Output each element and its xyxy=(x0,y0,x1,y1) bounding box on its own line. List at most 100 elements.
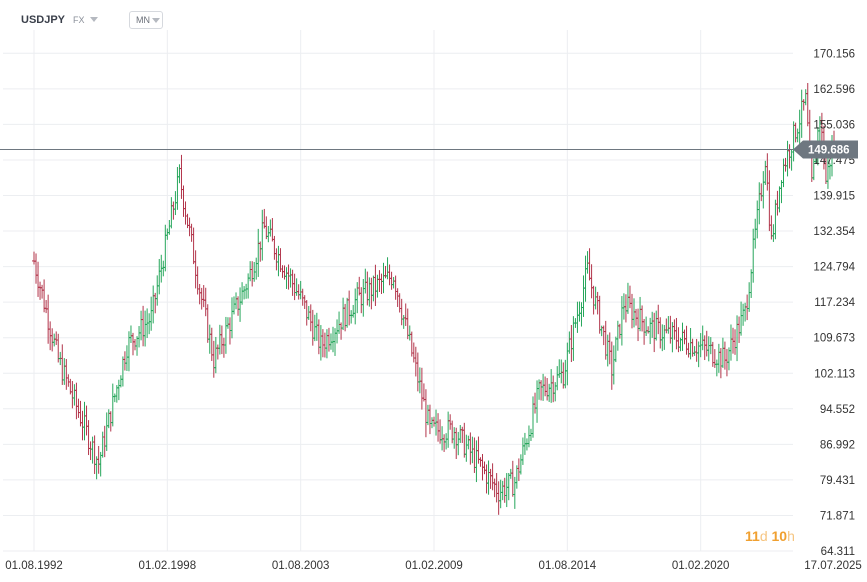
current-price-badge: 149.686 xyxy=(793,140,858,159)
ohlc-bar xyxy=(664,318,669,334)
ohlc-bar xyxy=(456,431,461,456)
ohlc-bar xyxy=(563,359,568,389)
ohlc-bar xyxy=(108,411,113,432)
ohlc-bar xyxy=(575,301,580,333)
ohlc-bar xyxy=(393,275,398,300)
ohlc-bar xyxy=(326,327,331,352)
ohlc-bar xyxy=(70,381,75,409)
ohlc-bar xyxy=(258,241,263,262)
ohlc-bar xyxy=(124,345,129,371)
ohlc-bar xyxy=(627,285,632,309)
ohlc-bar xyxy=(153,292,158,314)
ohlc-bar xyxy=(337,311,342,334)
ohlc-bar xyxy=(92,435,97,474)
ohlc-bar xyxy=(502,477,507,503)
ohlc-bar xyxy=(528,428,533,441)
ohlc-bar xyxy=(256,228,261,277)
ohlc-bar xyxy=(34,253,39,284)
ohlc-bar xyxy=(654,310,659,341)
ohlc-bar xyxy=(276,245,281,277)
ohlc-bar xyxy=(290,269,295,296)
ohlc-bar xyxy=(167,219,172,235)
ohlc-bar xyxy=(617,323,622,339)
ohlc-bar xyxy=(720,337,725,368)
ohlc-bar xyxy=(286,264,291,290)
ohlc-bar xyxy=(242,286,247,300)
ohlc-bar xyxy=(324,329,329,359)
ohlc-bar xyxy=(72,384,77,406)
ohlc-bar xyxy=(232,296,237,315)
ohlc-bar xyxy=(757,182,762,225)
ohlc-bar xyxy=(702,335,707,361)
ohlc-bar xyxy=(755,200,760,239)
ohlc-bar xyxy=(122,351,127,371)
chevron-down-icon[interactable] xyxy=(90,17,98,22)
ohlc-bar xyxy=(347,290,352,326)
ohlc-bar xyxy=(50,328,55,352)
ohlc-bar xyxy=(421,383,426,402)
y-tick-label: 155.036 xyxy=(813,119,855,131)
ohlc-bar xyxy=(205,304,210,343)
ohlc-bar xyxy=(454,427,459,459)
ohlc-bar xyxy=(351,304,356,318)
ohlc-bar xyxy=(530,396,535,438)
ohlc-bar xyxy=(254,257,259,280)
ohlc-bar xyxy=(759,183,764,202)
ohlc-bar xyxy=(648,317,653,345)
chevron-down-icon xyxy=(152,18,160,23)
y-tick-label: 139.915 xyxy=(813,191,855,203)
ohlc-bar xyxy=(504,473,509,508)
ohlc-bar xyxy=(165,228,170,240)
ohlc-bar xyxy=(133,339,138,351)
ohlc-bar xyxy=(215,344,220,360)
ohlc-bar xyxy=(692,346,697,356)
ohlc-bar xyxy=(363,268,368,294)
ohlc-bar xyxy=(343,303,348,332)
ohlc-bar xyxy=(361,278,366,317)
ohlc-bar xyxy=(86,420,91,456)
ohlc-bar xyxy=(694,338,699,362)
ohlc-bar xyxy=(201,285,206,308)
ohlc-bar xyxy=(684,325,689,355)
ohlc-bar xyxy=(569,325,574,363)
ohlc-bar xyxy=(785,140,790,177)
ohlc-bar xyxy=(771,224,776,242)
ohlc-bar xyxy=(223,316,228,354)
ohlc-bar xyxy=(629,293,634,329)
y-tick-label: 162.596 xyxy=(813,84,855,96)
countdown-hours-unit: h xyxy=(787,528,795,544)
ohlc-bar xyxy=(316,319,321,355)
y-tick-label: 94.552 xyxy=(820,404,855,416)
ohlc-bar xyxy=(401,314,406,329)
ohlc-bar xyxy=(379,273,384,294)
ohlc-bar xyxy=(244,283,249,299)
ohlc-bar xyxy=(520,437,525,465)
ohlc-bar xyxy=(270,218,275,242)
ohlc-bar xyxy=(803,89,808,106)
ohlc-bar xyxy=(714,359,719,377)
ohlc-bars xyxy=(32,82,837,515)
ohlc-bar xyxy=(490,463,495,491)
ohlc-bar xyxy=(682,329,687,345)
ohlc-bar xyxy=(539,380,544,401)
timeframe-selector[interactable]: MN xyxy=(129,11,163,29)
ohlc-bar xyxy=(128,325,133,344)
y-tick-label: 102.113 xyxy=(814,368,855,380)
ohlc-bar xyxy=(82,401,87,441)
ohlc-bar xyxy=(749,269,754,298)
ohlc-bar xyxy=(492,478,497,498)
chart-toolbar: USDJPY FX MN xyxy=(0,0,867,30)
ohlc-bar xyxy=(385,257,390,280)
ohlc-bar xyxy=(496,481,501,515)
ohlc-bar xyxy=(193,250,198,289)
y-tick-label: 71.871 xyxy=(820,510,855,522)
ohlc-bar xyxy=(625,282,630,314)
ohlc-bar xyxy=(632,298,637,328)
ohlc-bar xyxy=(444,433,449,450)
ohlc-bar xyxy=(425,404,430,426)
ohlc-bar xyxy=(405,308,410,340)
symbol-label: USDJPY xyxy=(21,14,66,26)
ohlc-bar xyxy=(240,282,245,305)
ohlc-bar xyxy=(601,325,606,346)
